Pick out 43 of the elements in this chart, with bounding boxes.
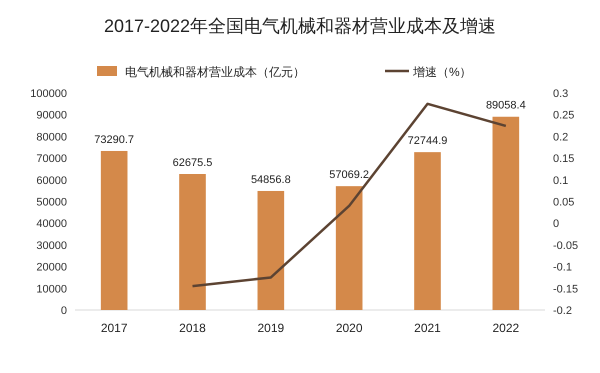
- y2-tick-label: -0.15: [553, 283, 578, 296]
- x-tick-label: 2017: [100, 321, 128, 335]
- y2-tick-label: 0.25: [553, 110, 574, 122]
- y-tick-label: 20000: [36, 262, 67, 274]
- y-tick-label: 70000: [36, 153, 67, 166]
- y-tick-label: 0: [60, 305, 67, 317]
- y2-tick-label: -0.2: [553, 305, 572, 317]
- data-label: 62675.5: [172, 156, 212, 169]
- x-tick-label: 2021: [414, 321, 442, 335]
- y-tick-label: 40000: [36, 218, 67, 230]
- data-label: 54856.8: [250, 174, 291, 186]
- bar: [336, 186, 362, 310]
- bar: [492, 116, 520, 310]
- y-tick-label: 100000: [30, 88, 67, 100]
- data-label: 73290.7: [94, 134, 134, 146]
- data-label: 57069.2: [329, 169, 370, 182]
- y2-tick-label: 0.15: [553, 153, 574, 166]
- y2-tick-label: -0.1: [553, 262, 572, 274]
- y-tick-label: 10000: [36, 283, 67, 296]
- x-tick-label: 2020: [336, 321, 363, 335]
- x-tick-label: 2019: [257, 321, 285, 335]
- data-label: 72744.9: [408, 135, 448, 148]
- bar: [100, 150, 128, 310]
- bar: [258, 190, 284, 310]
- x-tick-label: 2022: [492, 321, 520, 335]
- y2-tick-label: 0: [553, 218, 560, 230]
- y2-tick-label: 0.05: [553, 196, 574, 208]
- y-tick-label: 60000: [36, 174, 67, 187]
- y2-tick-label: 0.2: [553, 131, 568, 144]
- y-tick-label: 30000: [36, 240, 67, 252]
- y-tick-label: 50000: [36, 196, 67, 208]
- y2-tick-label: 0.1: [553, 174, 568, 187]
- y-tick-label: 80000: [36, 131, 67, 144]
- legend-label: 增速（%）: [412, 65, 472, 79]
- bar: [179, 174, 206, 310]
- y-tick-label: 90000: [36, 110, 67, 122]
- bar: [414, 152, 441, 310]
- x-tick-label: 2018: [179, 321, 206, 335]
- data-label: 89058.4: [486, 100, 526, 112]
- y2-tick-label: 0.3: [553, 88, 568, 100]
- y2-tick-label: -0.05: [553, 240, 578, 252]
- legend-label: 电气机械和器材营业成本（亿元）: [125, 65, 305, 79]
- chart-title: 2017-2022年全国电气机械和器材营业成本及增速: [104, 16, 496, 36]
